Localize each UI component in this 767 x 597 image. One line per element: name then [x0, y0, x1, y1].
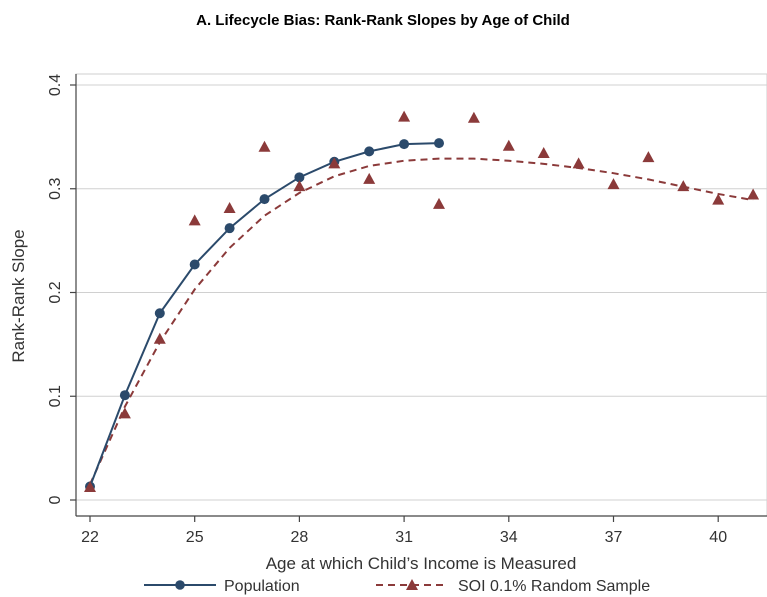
soi-point-7: [328, 157, 341, 169]
y-tick-label-1: 0.1: [47, 385, 64, 407]
x-tick-label-3: 31: [395, 529, 413, 546]
legend-population-marker: [175, 580, 185, 590]
legend: Population SOI 0.1% Random Sample: [144, 578, 650, 595]
soi-fit-line: [89, 157, 754, 485]
soi-point-4: [223, 201, 236, 213]
soi-point-2: [153, 332, 166, 344]
population-point-1: [119, 390, 130, 401]
population-point-8: [364, 146, 375, 157]
population-point-5: [259, 194, 270, 205]
soi-point-13: [537, 146, 550, 158]
x-axis-ticks: 22 25 28 31 34 37 40: [81, 516, 727, 546]
x-tick-label-2: 28: [291, 529, 309, 546]
chart-title: A. Lifecycle Bias: Rank-Rank Slopes by A…: [196, 12, 570, 29]
y-tick-label-0: 0: [47, 495, 64, 504]
gridlines: [76, 84, 767, 501]
y-tick-label-2: 0.2: [47, 281, 64, 303]
population-point-6: [294, 172, 305, 183]
y-tick-label-4: 0.4: [47, 74, 64, 96]
soi-point-8: [363, 172, 376, 184]
soi-point-1: [118, 407, 131, 419]
population-point-10: [434, 138, 444, 149]
soi-point-0: [84, 481, 96, 493]
soi-point-9: [398, 110, 411, 122]
series-layer: [84, 110, 760, 493]
soi-point-16: [642, 151, 655, 163]
population-point-2: [154, 308, 165, 319]
x-tick-label-1: 25: [186, 529, 204, 546]
population-point-3: [189, 259, 200, 270]
x-tick-label-4: 34: [500, 529, 518, 546]
soi-point-19: [747, 188, 760, 200]
x-axis-label: Age at which Child’s Income is Measured: [266, 554, 577, 573]
x-tick-label-6: 40: [709, 529, 727, 546]
soi-point-6: [293, 180, 306, 192]
legend-population-label: Population: [224, 578, 300, 595]
soi-point-11: [467, 111, 480, 123]
soi-point-18: [712, 193, 725, 205]
axes: [75, 74, 767, 517]
y-axis-label: Rank-Rank Slope: [9, 229, 28, 362]
soi-point-14: [572, 157, 585, 169]
y-tick-label-3: 0.3: [47, 178, 64, 200]
population-point-4: [224, 223, 235, 234]
soi-point-15: [607, 178, 620, 190]
legend-soi-marker: [406, 579, 418, 590]
legend-soi-label: SOI 0.1% Random Sample: [458, 578, 650, 595]
x-tick-label-5: 37: [605, 529, 623, 546]
soi-point-12: [502, 139, 515, 151]
y-axis-ticks: 0 0.1 0.2 0.3 0.4: [47, 74, 76, 504]
x-tick-label-0: 22: [81, 529, 99, 546]
population-point-9: [399, 139, 410, 150]
soi-point-5: [258, 140, 271, 152]
soi-point-17: [677, 180, 690, 192]
soi-point-10: [433, 197, 445, 209]
soi-point-3: [188, 214, 201, 226]
